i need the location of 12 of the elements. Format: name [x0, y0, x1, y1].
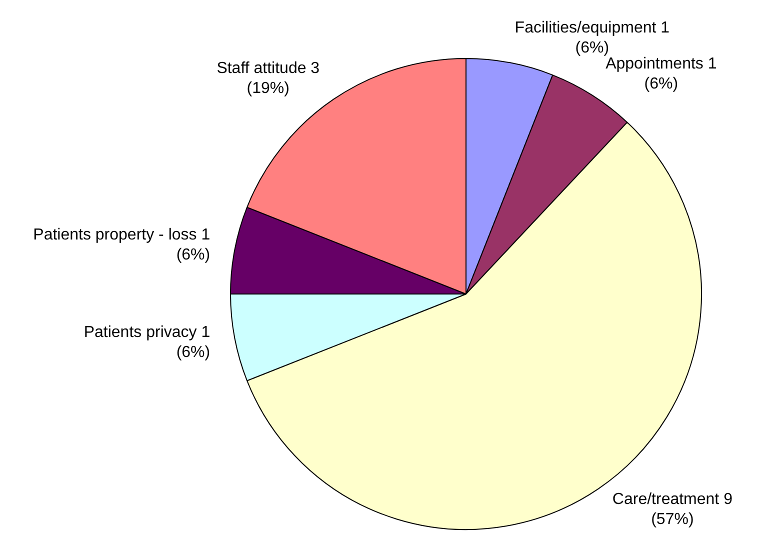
slice-label: Staff attitude 3 [216, 60, 320, 77]
slice-label: Appointments 1 [606, 55, 717, 72]
data-label: (6%) [644, 75, 678, 92]
data-label: (6%) [575, 40, 610, 57]
slice-label: Patients privacy 1 [84, 324, 210, 342]
slice-label: Facilities/equipment 1 [514, 20, 670, 37]
data-label: (19%) [246, 80, 290, 97]
data-label: (57%) [651, 510, 694, 528]
data-label: (6%) [176, 246, 210, 264]
slice-label: Patients property - loss 1 [33, 226, 210, 244]
slice-label: Care/treatment 9 [612, 490, 733, 508]
data-label: (6%) [176, 344, 210, 362]
